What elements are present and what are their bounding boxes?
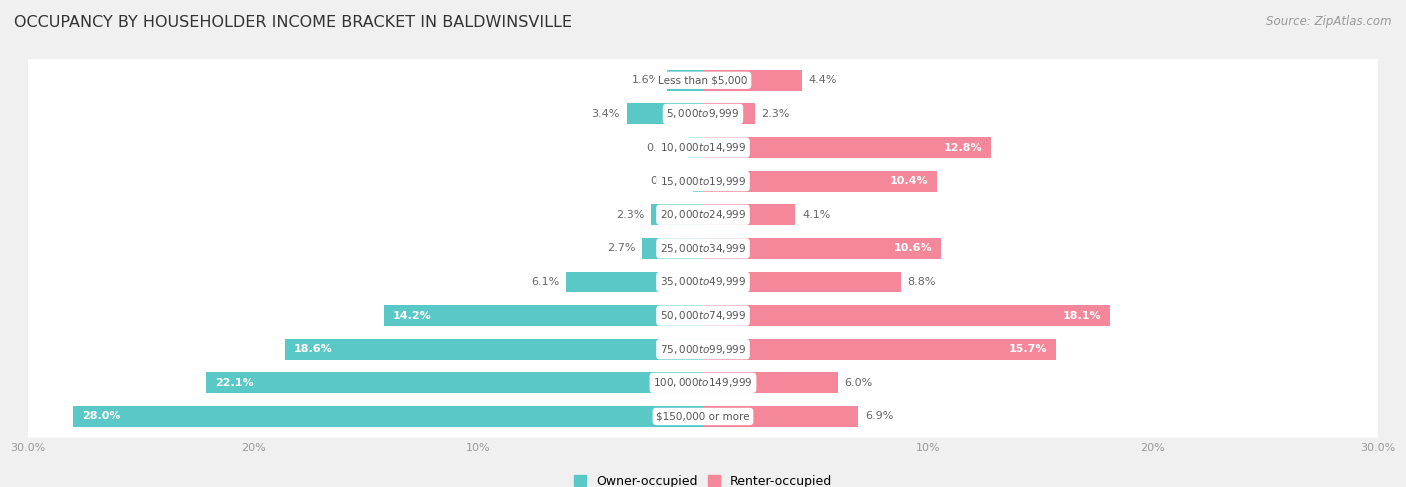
FancyBboxPatch shape xyxy=(18,193,1388,236)
Text: 3.4%: 3.4% xyxy=(592,109,620,119)
Bar xyxy=(565,272,703,292)
Bar xyxy=(703,406,858,427)
Text: $100,000 to $149,999: $100,000 to $149,999 xyxy=(654,376,752,389)
Text: 14.2%: 14.2% xyxy=(392,311,432,320)
Bar xyxy=(703,305,1111,326)
Text: 4.4%: 4.4% xyxy=(808,75,837,85)
Bar xyxy=(384,305,703,326)
Bar xyxy=(693,171,703,191)
Text: $10,000 to $14,999: $10,000 to $14,999 xyxy=(659,141,747,154)
Text: Source: ZipAtlas.com: Source: ZipAtlas.com xyxy=(1267,15,1392,28)
Text: Less than $5,000: Less than $5,000 xyxy=(658,75,748,85)
Text: 0.66%: 0.66% xyxy=(647,143,682,152)
Legend: Owner-occupied, Renter-occupied: Owner-occupied, Renter-occupied xyxy=(568,470,838,487)
Bar xyxy=(284,339,703,359)
FancyBboxPatch shape xyxy=(18,295,1388,337)
Bar xyxy=(73,406,703,427)
FancyBboxPatch shape xyxy=(18,126,1388,169)
Text: 1.6%: 1.6% xyxy=(633,75,661,85)
Text: 10.6%: 10.6% xyxy=(894,244,932,253)
Text: OCCUPANCY BY HOUSEHOLDER INCOME BRACKET IN BALDWINSVILLE: OCCUPANCY BY HOUSEHOLDER INCOME BRACKET … xyxy=(14,15,572,30)
Text: 18.6%: 18.6% xyxy=(294,344,332,354)
Text: 15.7%: 15.7% xyxy=(1008,344,1047,354)
FancyBboxPatch shape xyxy=(18,227,1388,269)
FancyBboxPatch shape xyxy=(18,261,1388,303)
Text: 2.3%: 2.3% xyxy=(616,210,644,220)
FancyBboxPatch shape xyxy=(18,59,1388,101)
Text: $150,000 or more: $150,000 or more xyxy=(657,412,749,421)
FancyBboxPatch shape xyxy=(18,93,1388,135)
Text: 2.3%: 2.3% xyxy=(762,109,790,119)
Text: $15,000 to $19,999: $15,000 to $19,999 xyxy=(659,175,747,187)
Text: $5,000 to $9,999: $5,000 to $9,999 xyxy=(666,108,740,120)
Text: 22.1%: 22.1% xyxy=(215,378,253,388)
Bar xyxy=(205,373,703,393)
Text: $35,000 to $49,999: $35,000 to $49,999 xyxy=(659,276,747,288)
Bar xyxy=(703,373,838,393)
Text: 18.1%: 18.1% xyxy=(1063,311,1101,320)
Text: $20,000 to $24,999: $20,000 to $24,999 xyxy=(659,208,747,221)
Bar xyxy=(688,137,703,158)
Text: 12.8%: 12.8% xyxy=(943,143,981,152)
Text: 28.0%: 28.0% xyxy=(82,412,121,421)
Text: 6.9%: 6.9% xyxy=(865,412,893,421)
Text: 10.4%: 10.4% xyxy=(890,176,928,186)
FancyBboxPatch shape xyxy=(18,328,1388,371)
Bar xyxy=(703,238,942,259)
Text: 8.8%: 8.8% xyxy=(908,277,936,287)
Bar xyxy=(703,339,1056,359)
Bar xyxy=(643,238,703,259)
FancyBboxPatch shape xyxy=(18,395,1388,438)
Text: 6.1%: 6.1% xyxy=(531,277,560,287)
Bar xyxy=(703,137,991,158)
Bar xyxy=(666,70,703,91)
Bar xyxy=(651,205,703,225)
Text: 2.7%: 2.7% xyxy=(607,244,636,253)
Text: $25,000 to $34,999: $25,000 to $34,999 xyxy=(659,242,747,255)
Bar xyxy=(703,272,901,292)
Text: 4.1%: 4.1% xyxy=(801,210,831,220)
Bar xyxy=(703,103,755,124)
Text: $50,000 to $74,999: $50,000 to $74,999 xyxy=(659,309,747,322)
Text: 0.46%: 0.46% xyxy=(651,176,686,186)
Bar xyxy=(703,171,936,191)
Text: 6.0%: 6.0% xyxy=(845,378,873,388)
Bar xyxy=(703,70,801,91)
Bar xyxy=(627,103,703,124)
Text: $75,000 to $99,999: $75,000 to $99,999 xyxy=(659,343,747,356)
FancyBboxPatch shape xyxy=(18,362,1388,404)
FancyBboxPatch shape xyxy=(18,160,1388,202)
Bar xyxy=(703,205,796,225)
